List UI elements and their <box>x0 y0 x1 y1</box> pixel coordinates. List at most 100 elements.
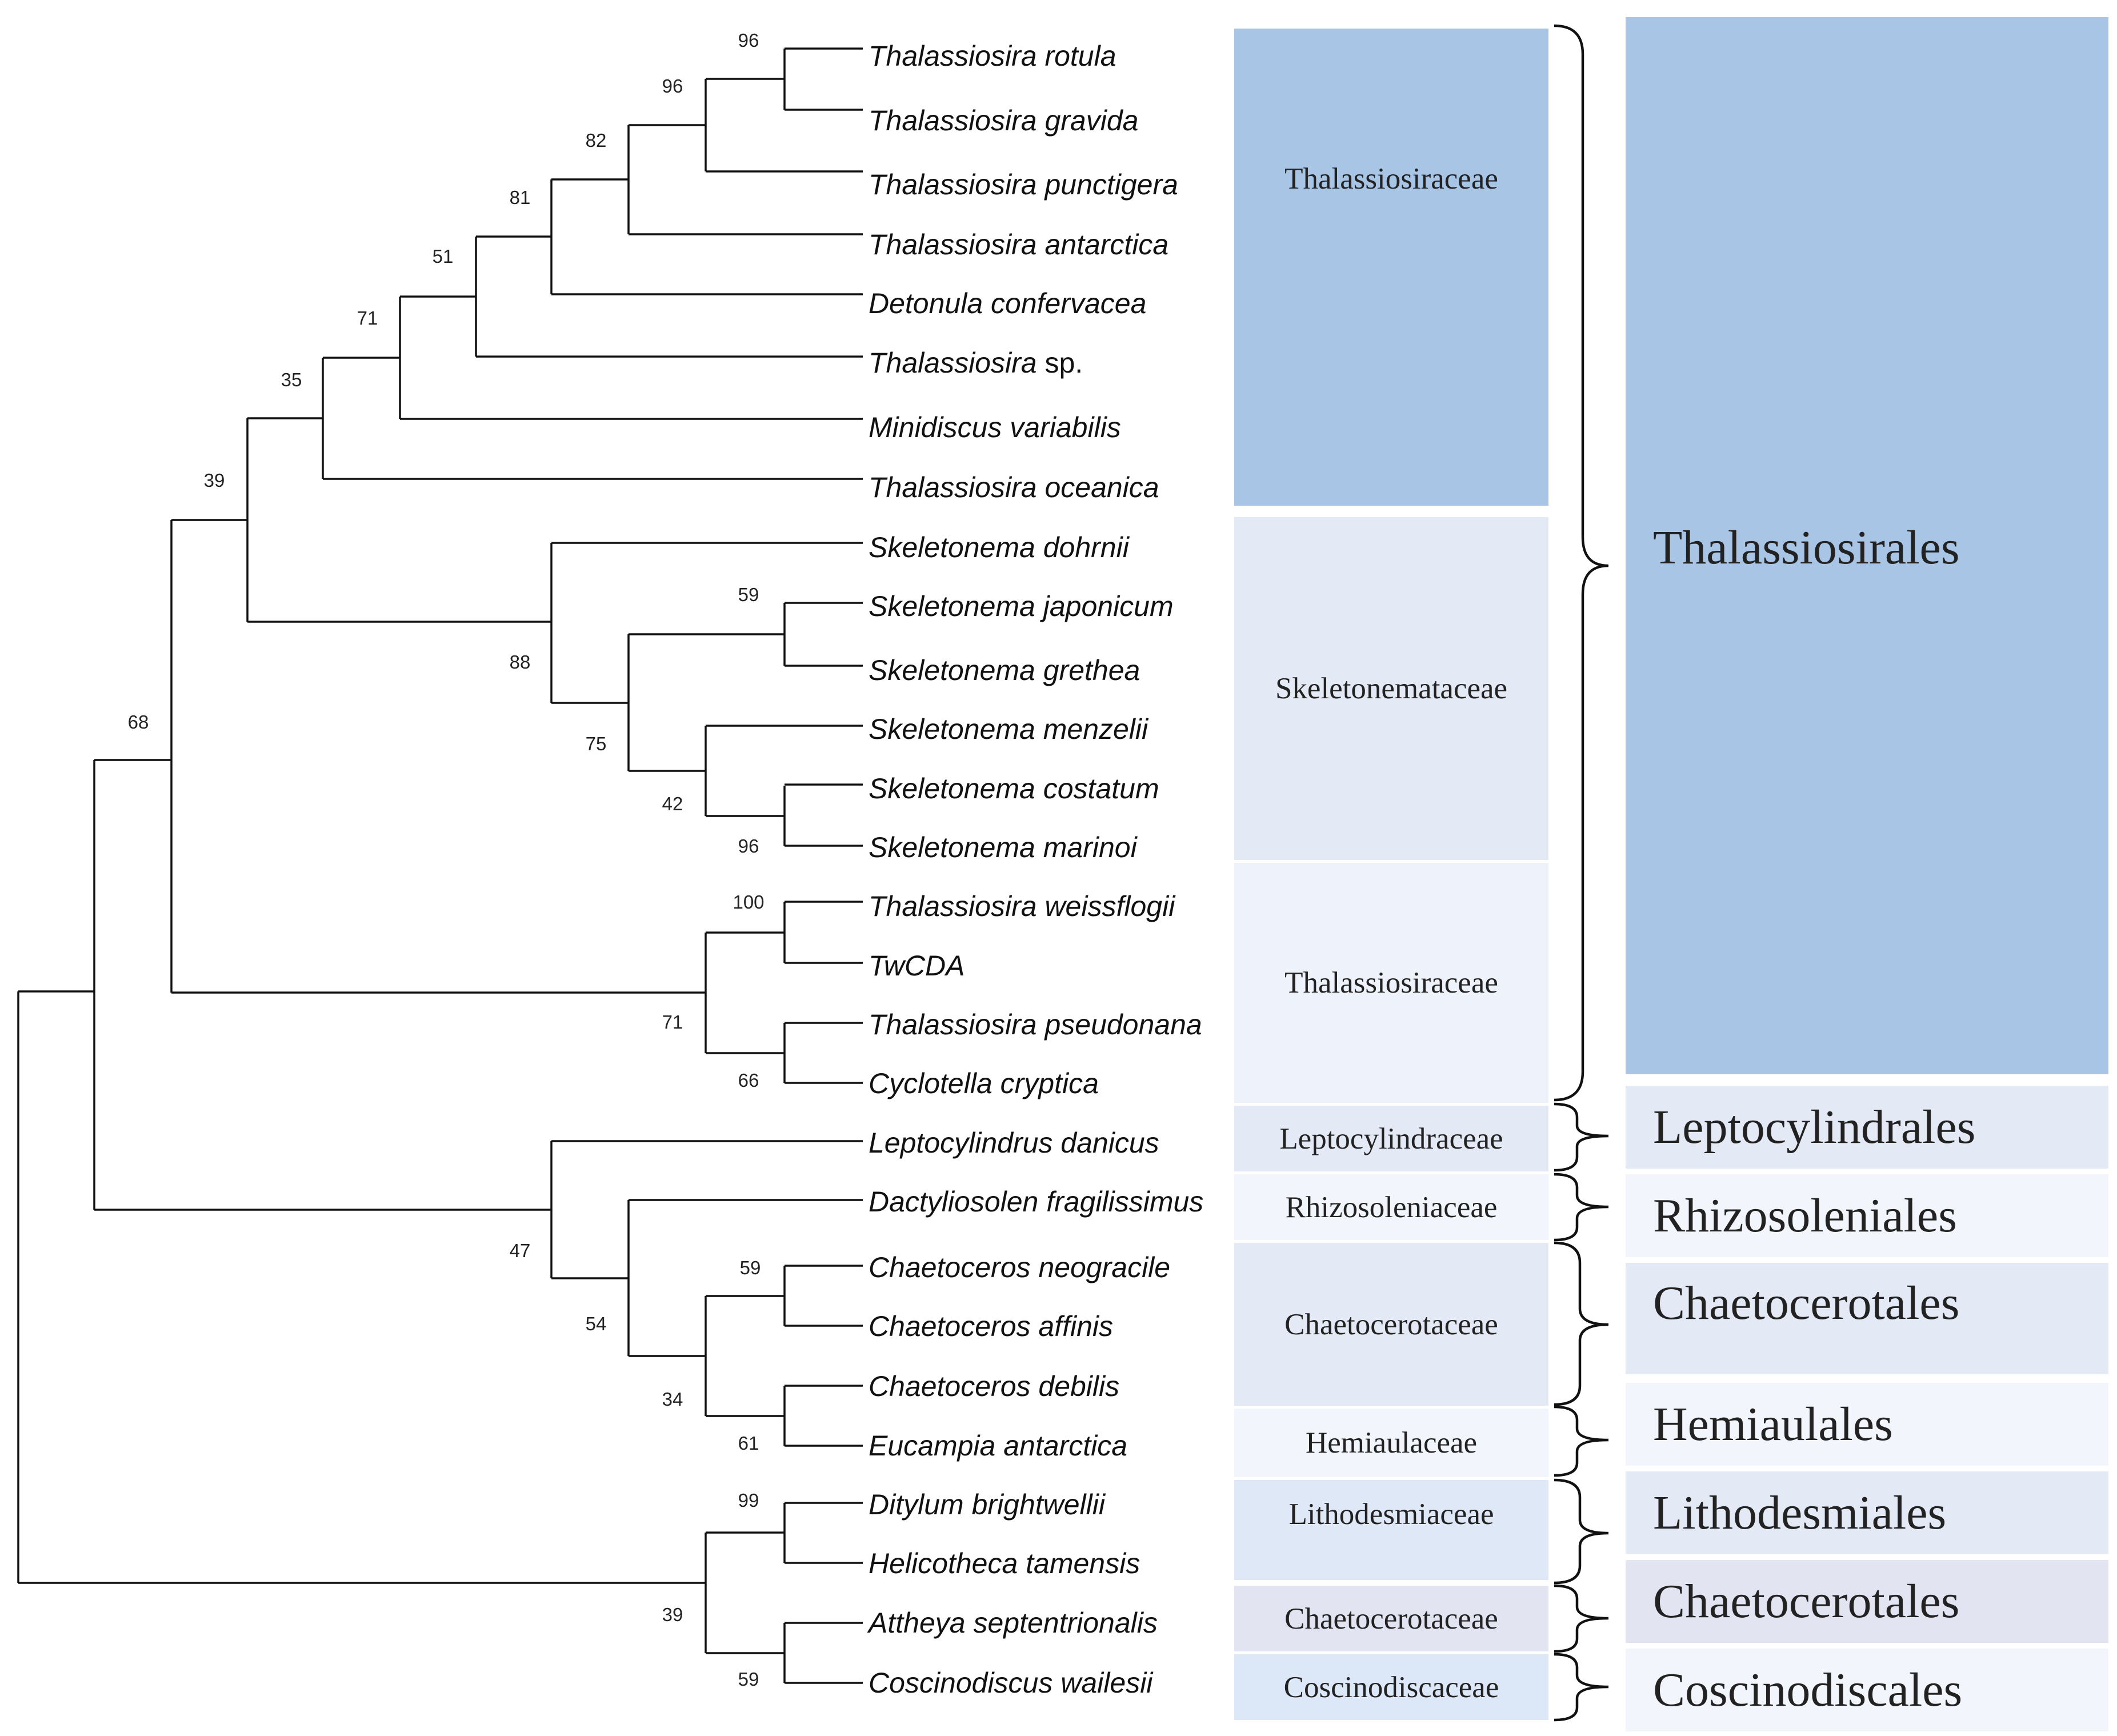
bootstrap-value: 47 <box>510 1240 531 1261</box>
family-label: Leptocylindraceae <box>1279 1122 1503 1155</box>
taxon-label: Coscinodiscus wailesii <box>869 1667 1154 1699</box>
family-box-coscinodiscaceae: Coscinodiscaceae <box>1234 1654 1548 1720</box>
bootstrap-value: 66 <box>738 1070 759 1091</box>
family-box-thalassiosiraceae-1: Thalassiosiraceae <box>1234 29 1548 506</box>
taxon-genus: Thalassiosira <box>869 347 1037 379</box>
bootstrap-value: 39 <box>204 470 225 491</box>
order-box-chaetocerotales-2: Chaetocerotales <box>1626 1560 2108 1643</box>
order-box-rhizosoleniales: Rhizosoleniales <box>1626 1174 2108 1257</box>
taxon-label: Thalassiosira sp. <box>869 347 1083 379</box>
family-box-skeletonemataceae: Skeletonemataceae <box>1234 517 1548 860</box>
order-label: Chaetocerotales <box>1653 1575 1960 1628</box>
order-label: Chaetocerotales <box>1653 1277 1960 1330</box>
family-box-rhizosoleniaceae: Rhizosoleniaceae <box>1234 1174 1548 1240</box>
family-label: Skeletonemataceae <box>1275 672 1508 705</box>
bootstrap-value: 61 <box>738 1433 759 1454</box>
family-label: Thalassiosiraceae <box>1284 966 1498 999</box>
taxon-label: Detonula confervacea <box>869 287 1146 319</box>
taxon-label: Leptocylindrus danicus <box>869 1127 1159 1159</box>
bootstrap-value: 59 <box>738 584 759 605</box>
family-label: Chaetocerotaceae <box>1284 1602 1498 1635</box>
family-box-lithodesmiaceae: Lithodesmiaceae <box>1234 1480 1548 1580</box>
bootstrap-value: 42 <box>662 793 683 814</box>
taxon-label: Thalassiosira antarctica <box>869 229 1168 261</box>
bootstrap-value: 51 <box>433 246 454 267</box>
taxon-label: Chaetoceros neogracile <box>869 1251 1170 1283</box>
bootstrap-value: 59 <box>740 1257 761 1278</box>
bootstrap-value: 96 <box>738 835 759 857</box>
taxon-label: Helicotheca tamensis <box>869 1547 1140 1579</box>
brace-coscinodiscales <box>1554 1653 1609 1722</box>
taxon-label: Skeletonema marinoi <box>869 831 1138 863</box>
taxon-label: Thalassiosira rotula <box>869 40 1116 72</box>
bootstrap-value: 34 <box>662 1389 683 1410</box>
family-box-leptocylindraceae: Leptocylindraceae <box>1234 1106 1548 1171</box>
bootstrap-value: 96 <box>738 30 759 51</box>
bootstrap-value: 96 <box>662 75 683 97</box>
bootstrap-value: 68 <box>128 711 149 733</box>
brace-chaetocerotales-2 <box>1554 1584 1609 1653</box>
brace-chaetocerotales-1 <box>1554 1241 1609 1406</box>
bootstrap-value: 81 <box>510 187 531 208</box>
bootstrap-value: 88 <box>510 651 531 673</box>
taxon-label: Thalassiosira pseudonana <box>869 1009 1202 1041</box>
brace-hemiaulales <box>1554 1405 1609 1477</box>
bootstrap-values: 96 96 82 81 51 71 35 39 59 88 75 42 96 1… <box>128 30 765 1690</box>
family-label: Chaetocerotaceae <box>1284 1307 1498 1341</box>
order-label: Rhizosoleniales <box>1653 1189 1957 1242</box>
taxon-label: Skeletonema japonicum <box>869 590 1174 622</box>
taxon-label: Skeletonema grethea <box>869 654 1140 686</box>
bootstrap-value: 71 <box>357 307 378 329</box>
taxon-label: Skeletonema dohrnii <box>869 531 1130 563</box>
order-box-hemiaulales: Hemiaulales <box>1626 1383 2108 1466</box>
brace-rhizosoleniales <box>1554 1173 1609 1242</box>
bootstrap-value: 71 <box>662 1011 683 1033</box>
order-label: Lithodesmiales <box>1653 1486 1947 1539</box>
taxon-label: Skeletonema costatum <box>869 773 1159 805</box>
taxon-label: Attheya septentrionalis <box>867 1607 1158 1639</box>
bootstrap-value: 39 <box>662 1604 683 1625</box>
taxon-labels: Thalassiosira rotula Thalassiosira gravi… <box>867 40 1203 1699</box>
family-label: Lithodesmiaceae <box>1288 1498 1494 1531</box>
taxon-label: Cyclotella cryptica <box>869 1067 1099 1099</box>
bootstrap-value: 54 <box>586 1313 607 1334</box>
bootstrap-value: 35 <box>281 369 302 390</box>
order-label: Hemiaulales <box>1653 1398 1893 1451</box>
order-label: Coscinodiscales <box>1653 1663 1963 1717</box>
taxon-label: Skeletonema menzelii <box>869 713 1149 745</box>
bootstrap-value: 82 <box>586 130 607 151</box>
taxon-label: Thalassiosira punctigera <box>869 169 1178 201</box>
brace-leptocylindrales <box>1554 1102 1609 1172</box>
taxon-label: Thalassiosira oceanica <box>869 471 1159 503</box>
order-box-thalassiosirales: Thalassiosirales <box>1626 17 2108 1074</box>
order-box-coscinodiscales: Coscinodiscales <box>1626 1649 2108 1731</box>
tree-branches <box>17 47 863 1684</box>
family-label: Thalassiosiraceae <box>1284 162 1498 195</box>
order-box-lithodesmiales: Lithodesmiales <box>1626 1471 2108 1554</box>
family-box-chaetocerotaceae-1: Chaetocerotaceae <box>1234 1243 1548 1406</box>
taxon-label: Chaetoceros debilis <box>869 1370 1119 1402</box>
family-label: Rhizosoleniaceae <box>1285 1190 1498 1224</box>
taxon-label: Eucampia antarctica <box>869 1430 1127 1462</box>
bootstrap-value: 99 <box>738 1490 759 1511</box>
group-braces <box>1554 24 1609 1722</box>
family-box-thalassiosiraceae-2: Thalassiosiraceae <box>1234 863 1548 1103</box>
taxon-label: Thalassiosira weissflogii <box>869 890 1176 922</box>
bootstrap-value: 100 <box>733 891 764 913</box>
order-box-leptocylindrales: Leptocylindrales <box>1626 1086 2108 1169</box>
taxon-label: Chaetoceros affinis <box>869 1310 1113 1342</box>
bootstrap-value: 75 <box>586 733 607 754</box>
brace-thalassiosirales <box>1554 24 1609 1102</box>
taxon-suffix: sp. <box>1037 347 1083 379</box>
taxon-label: Ditylum brightwellii <box>869 1489 1106 1521</box>
family-box-chaetocerotaceae-2: Chaetocerotaceae <box>1234 1586 1548 1651</box>
family-label: Hemiaulaceae <box>1305 1426 1478 1459</box>
brace-lithodesmiales <box>1554 1478 1609 1585</box>
family-box-hemiaulaceae: Hemiaulaceae <box>1234 1409 1548 1477</box>
order-box-chaetocerotales-1: Chaetocerotales <box>1626 1263 2108 1374</box>
family-label: Coscinodiscaceae <box>1283 1670 1499 1704</box>
taxon-label: Thalassiosira gravida <box>869 105 1138 137</box>
order-label: Leptocylindrales <box>1653 1101 1976 1154</box>
taxon-label: Minidiscus variabilis <box>869 411 1121 443</box>
